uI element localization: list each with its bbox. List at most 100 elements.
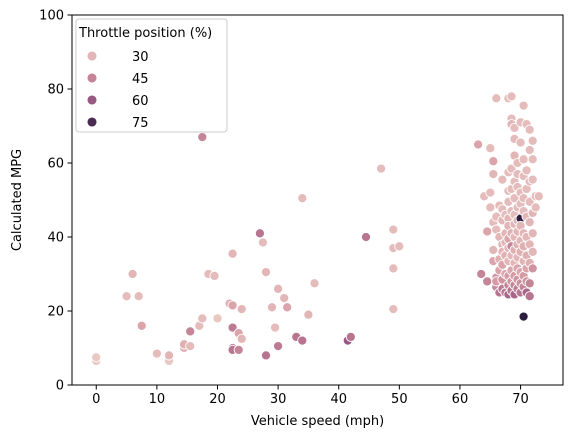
data-point: [530, 202, 541, 213]
data-point: [257, 237, 268, 248]
data-point: [209, 270, 220, 281]
data-point: [524, 217, 535, 228]
data-point: [527, 154, 538, 165]
data-point: [488, 244, 499, 256]
data-point: [121, 291, 132, 302]
data-point: [518, 154, 529, 165]
data-point: [394, 241, 405, 252]
data-point: [185, 341, 196, 352]
legend-marker: [86, 116, 98, 128]
y-tick-label: 60: [47, 157, 64, 172]
data-point: [388, 263, 399, 274]
data-point: [254, 228, 265, 239]
data-point: [518, 311, 529, 322]
legend: Throttle position (%) 30 45 60 75: [75, 18, 228, 133]
data-point: [236, 304, 247, 315]
y-axis-ticks: 0 20 40 60 80 100: [39, 9, 72, 394]
x-tick-label: 20: [209, 392, 226, 407]
data-point: [518, 100, 529, 111]
legend-title: Throttle position (%): [78, 26, 212, 41]
data-point: [266, 302, 278, 313]
data-point: [270, 322, 281, 333]
data-point: [476, 268, 487, 280]
data-point: [303, 309, 314, 320]
legend-marker: [86, 72, 98, 84]
x-tick-label: 40: [330, 392, 347, 407]
data-point: [279, 293, 290, 304]
data-point: [360, 231, 372, 243]
data-point: [273, 341, 284, 352]
data-point: [524, 291, 535, 302]
data-point: [485, 202, 496, 213]
x-tick-label: 50: [391, 392, 408, 407]
data-point: [388, 224, 399, 235]
x-tick-label: 60: [452, 392, 469, 407]
data-point: [524, 278, 535, 289]
y-tick-label: 20: [47, 305, 64, 320]
data-points: [91, 91, 544, 366]
data-point: [521, 165, 532, 176]
x-tick-label: 30: [270, 392, 287, 407]
data-point: [482, 226, 493, 237]
data-point: [527, 135, 538, 146]
x-axis-ticks: 0 10 20 30 40 50 60 70: [92, 385, 529, 407]
y-tick-label: 100: [39, 9, 64, 24]
data-point: [309, 278, 320, 289]
data-point: [527, 228, 538, 239]
data-point: [136, 320, 147, 331]
legend-marker: [86, 94, 98, 106]
data-point: [485, 143, 496, 154]
x-tick-label: 10: [149, 392, 166, 407]
legend-marker: [86, 50, 98, 62]
data-point: [527, 174, 538, 185]
data-point: [233, 344, 244, 355]
x-tick-label: 0: [92, 392, 100, 407]
data-point: [227, 300, 238, 311]
data-point: [488, 156, 499, 167]
x-tick-label: 70: [512, 392, 529, 407]
y-tick-label: 0: [56, 379, 64, 394]
data-point: [491, 93, 502, 104]
data-point: [473, 139, 484, 150]
data-point: [345, 331, 356, 342]
legend-box: [75, 18, 228, 133]
y-tick-label: 40: [47, 231, 64, 246]
legend-entry-label: 75: [132, 116, 149, 131]
data-point: [197, 313, 208, 324]
data-point: [506, 91, 517, 102]
data-point: [260, 350, 272, 361]
data-point: [297, 193, 308, 204]
data-point: [91, 352, 102, 363]
legend-entry-label: 45: [132, 72, 149, 87]
data-point: [197, 132, 208, 143]
data-point: [297, 335, 308, 346]
data-point: [527, 263, 538, 274]
legend-entry-label: 30: [132, 50, 149, 65]
data-point: [524, 144, 535, 156]
data-point: [227, 248, 238, 259]
data-point: [376, 163, 387, 174]
data-point: [388, 304, 399, 315]
y-axis-label: Calculated MPG: [10, 149, 25, 251]
data-point: [127, 268, 138, 280]
data-point: [236, 333, 247, 344]
data-point: [524, 124, 535, 135]
x-axis-label: Vehicle speed (mph): [251, 414, 384, 429]
data-point: [485, 187, 496, 198]
data-point: [185, 326, 196, 337]
data-point: [151, 348, 162, 359]
legend-entries: 30 45 60 75: [86, 50, 149, 131]
data-point: [533, 191, 544, 202]
data-point: [212, 313, 223, 324]
data-point: [515, 137, 526, 148]
legend-entry-label: 60: [132, 94, 149, 109]
data-point: [163, 350, 175, 361]
data-point: [273, 283, 284, 294]
y-tick-label: 80: [47, 83, 64, 98]
data-point: [527, 246, 538, 257]
data-point: [133, 291, 144, 302]
data-point: [282, 302, 293, 313]
data-point: [488, 169, 499, 180]
plot-frame: [71, 14, 564, 386]
